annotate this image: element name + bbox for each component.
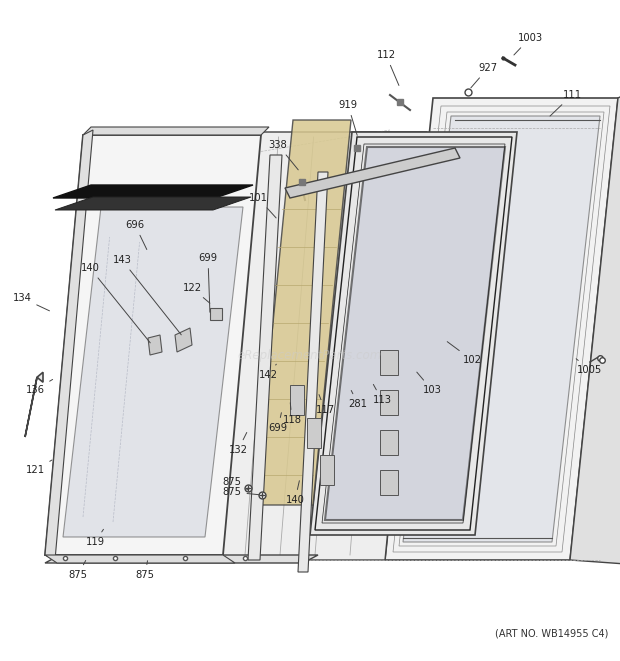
Polygon shape [325,147,505,520]
Polygon shape [63,207,243,537]
Text: 112: 112 [376,50,399,85]
Polygon shape [255,120,351,505]
Polygon shape [248,155,282,560]
Text: 699: 699 [268,412,288,433]
Text: 699: 699 [198,253,218,312]
Text: 111: 111 [550,90,582,116]
Polygon shape [45,555,318,563]
Polygon shape [570,94,620,564]
Polygon shape [380,430,398,455]
Polygon shape [380,350,398,375]
Text: 119: 119 [86,529,105,547]
Text: 140: 140 [286,481,304,505]
Polygon shape [210,308,222,320]
Polygon shape [55,197,251,210]
Polygon shape [403,116,600,542]
Text: 1003: 1003 [514,33,542,55]
Polygon shape [175,328,192,352]
Text: 696: 696 [125,220,147,249]
Polygon shape [290,385,304,415]
Text: 117: 117 [316,395,335,415]
Text: 103: 103 [417,372,441,395]
Polygon shape [385,98,618,560]
Text: 875: 875 [136,561,154,580]
Text: 281: 281 [348,391,368,409]
Polygon shape [320,455,334,485]
Text: 118: 118 [283,403,301,425]
Text: 142: 142 [259,364,278,380]
Text: 136: 136 [25,379,53,395]
Polygon shape [298,172,328,572]
Text: 875: 875 [223,477,248,490]
Text: 121: 121 [25,460,52,475]
Text: 875: 875 [68,561,87,580]
Polygon shape [380,390,398,415]
Polygon shape [45,130,93,560]
Text: 919: 919 [339,100,358,136]
Text: 875: 875 [223,487,259,497]
Polygon shape [83,127,269,135]
Text: 102: 102 [447,342,482,365]
Text: 1005: 1005 [576,359,603,375]
Text: 122: 122 [182,283,210,303]
Text: 927: 927 [471,63,498,88]
Text: eReplacementParts.com: eReplacementParts.com [238,348,382,362]
Polygon shape [25,372,43,437]
Text: 143: 143 [113,255,181,335]
Text: 101: 101 [249,193,276,218]
Polygon shape [310,132,517,535]
Polygon shape [45,555,235,563]
Polygon shape [380,470,398,495]
Text: 140: 140 [81,263,150,343]
Polygon shape [45,135,261,555]
Polygon shape [53,185,253,198]
Text: 113: 113 [373,385,391,405]
Text: 134: 134 [12,293,50,311]
Text: 338: 338 [268,140,298,170]
Polygon shape [307,418,321,448]
Polygon shape [210,132,427,560]
Text: (ART NO. WB14955 C4): (ART NO. WB14955 C4) [495,628,608,638]
Text: 132: 132 [229,432,247,455]
Polygon shape [148,335,162,355]
Polygon shape [285,148,460,198]
